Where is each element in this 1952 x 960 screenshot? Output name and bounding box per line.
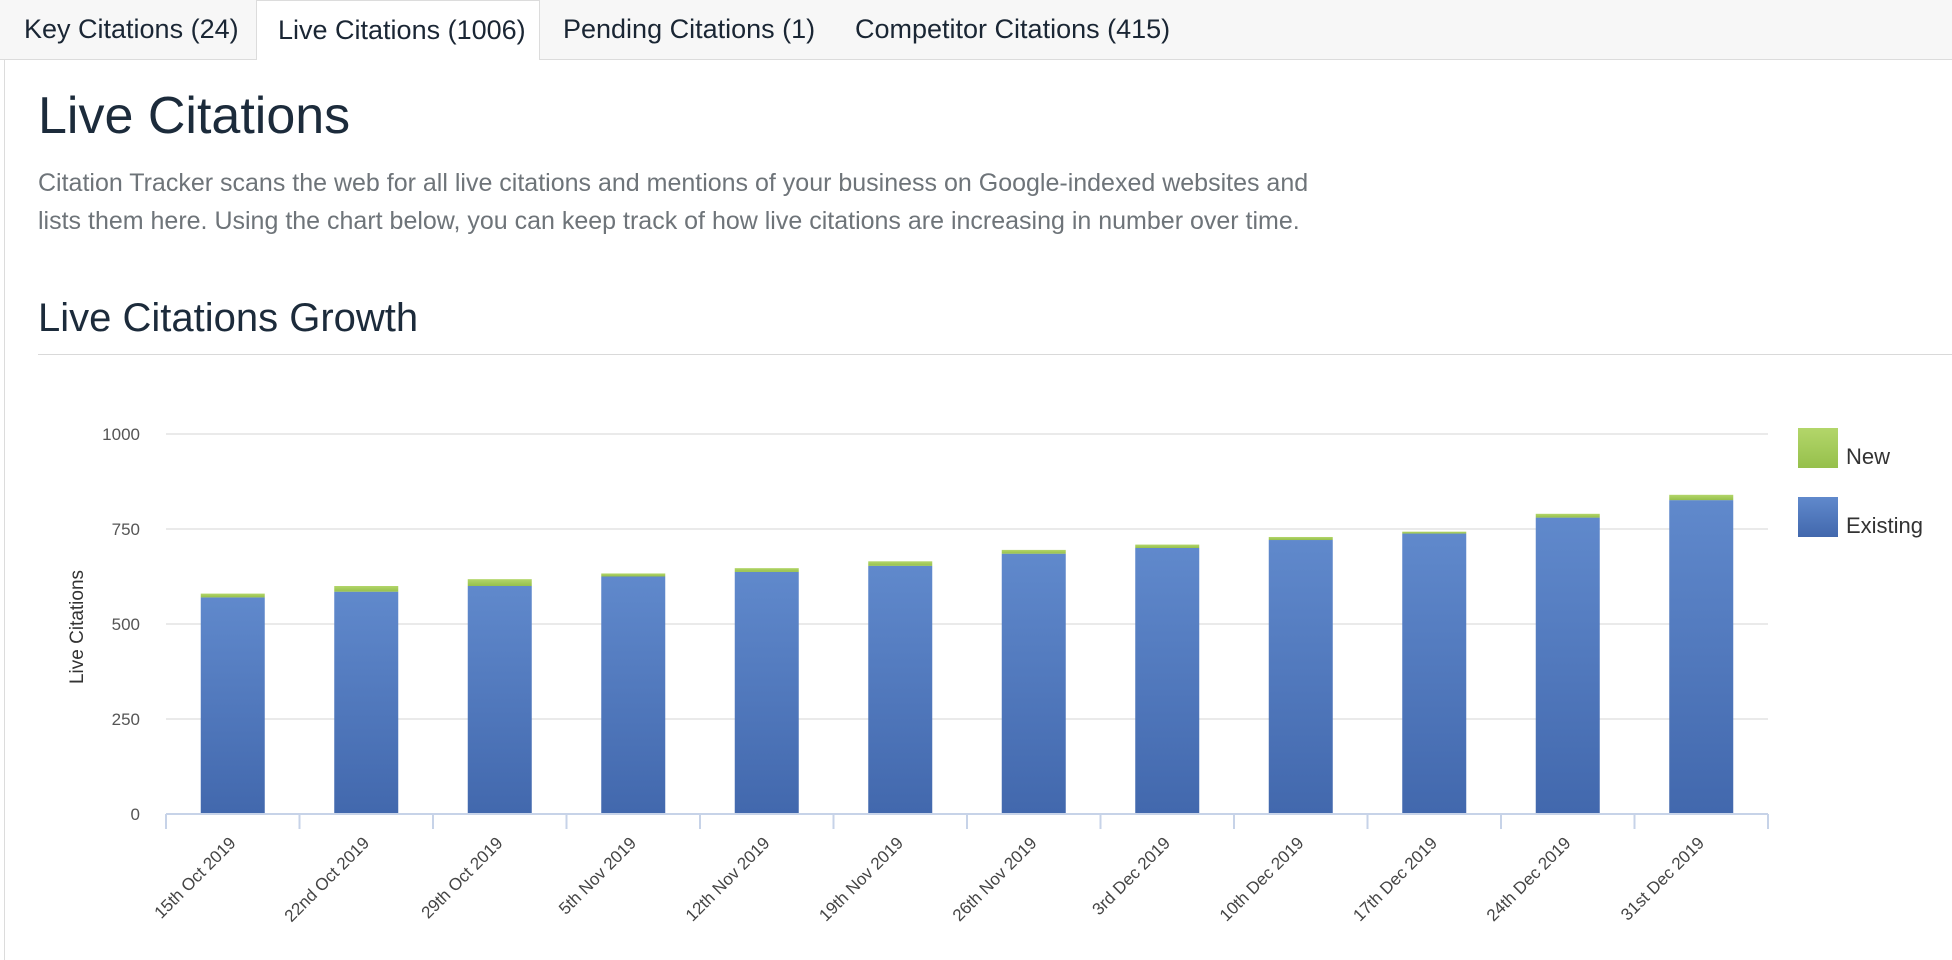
bar-new[interactable] <box>334 586 399 592</box>
bar-new[interactable] <box>467 579 532 586</box>
x-tick-label: 31st Dec 2019 <box>1617 833 1708 924</box>
bar-existing[interactable] <box>601 576 666 815</box>
bar-existing[interactable] <box>1135 548 1200 814</box>
legend-swatch[interactable] <box>1798 428 1838 468</box>
legend-swatch[interactable] <box>1798 497 1838 537</box>
bar-existing[interactable] <box>1402 533 1467 814</box>
tab-bar: Key Citations (24) Live Citations (1006)… <box>0 0 1952 61</box>
bar-new[interactable] <box>1268 536 1333 541</box>
bar-existing[interactable] <box>200 597 265 814</box>
bar-new[interactable] <box>1535 513 1600 518</box>
bar-existing[interactable] <box>467 586 532 814</box>
bar-new[interactable] <box>1001 549 1066 554</box>
x-tick-label: 24th Dec 2019 <box>1483 833 1575 925</box>
bar-new[interactable] <box>200 593 265 598</box>
x-tick-label: 15th Oct 2019 <box>151 833 240 922</box>
x-tick-label: 12th Nov 2019 <box>682 833 774 925</box>
bar-existing[interactable] <box>1669 500 1734 814</box>
page-title: Live Citations <box>38 87 351 145</box>
section-title: Live Citations Growth <box>38 296 419 340</box>
x-tick-label: 3rd Dec 2019 <box>1088 833 1174 919</box>
x-tick-label: 19th Nov 2019 <box>815 833 907 925</box>
y-axis-title: Live Citations <box>67 570 88 684</box>
legend-label[interactable]: Existing <box>1846 513 1923 538</box>
tab-competitor-citations[interactable]: Competitor Citations (415) <box>855 14 1171 44</box>
bar-new[interactable] <box>734 568 799 572</box>
bar-new[interactable] <box>1669 494 1734 501</box>
bar-new[interactable] <box>868 561 933 566</box>
y-tick-label: 1000 <box>102 425 140 444</box>
y-tick-label: 0 <box>131 805 140 824</box>
bar-new[interactable] <box>601 573 666 577</box>
x-tick-label: 10th Dec 2019 <box>1216 833 1308 925</box>
tab-key-citations[interactable]: Key Citations (24) <box>24 14 239 44</box>
x-tick-label: 5th Nov 2019 <box>555 833 640 918</box>
bar-existing[interactable] <box>734 571 799 814</box>
bar-existing[interactable] <box>1535 517 1600 814</box>
x-tick-label: 22nd Oct 2019 <box>281 833 373 925</box>
section-divider <box>38 354 1952 355</box>
bar-existing[interactable] <box>1268 540 1333 814</box>
bar-existing[interactable] <box>1001 553 1066 814</box>
y-tick-label: 750 <box>112 520 140 539</box>
x-tick-label: 26th Nov 2019 <box>949 833 1041 925</box>
bar-new[interactable] <box>1402 531 1467 534</box>
y-tick-label: 500 <box>112 615 140 634</box>
x-tick-label: 17th Dec 2019 <box>1349 833 1441 925</box>
bar-existing[interactable] <box>334 591 399 814</box>
bar-existing[interactable] <box>868 565 933 814</box>
bar-new[interactable] <box>1135 544 1200 548</box>
x-tick-label: 29th Oct 2019 <box>418 833 507 922</box>
page-description: Citation Tracker scans the web for all l… <box>38 169 1309 235</box>
y-tick-label: 250 <box>112 710 140 729</box>
tab-pending-citations[interactable]: Pending Citations (1) <box>563 14 816 44</box>
legend-label[interactable]: New <box>1846 444 1890 469</box>
tab-content-panel <box>4 60 1952 960</box>
